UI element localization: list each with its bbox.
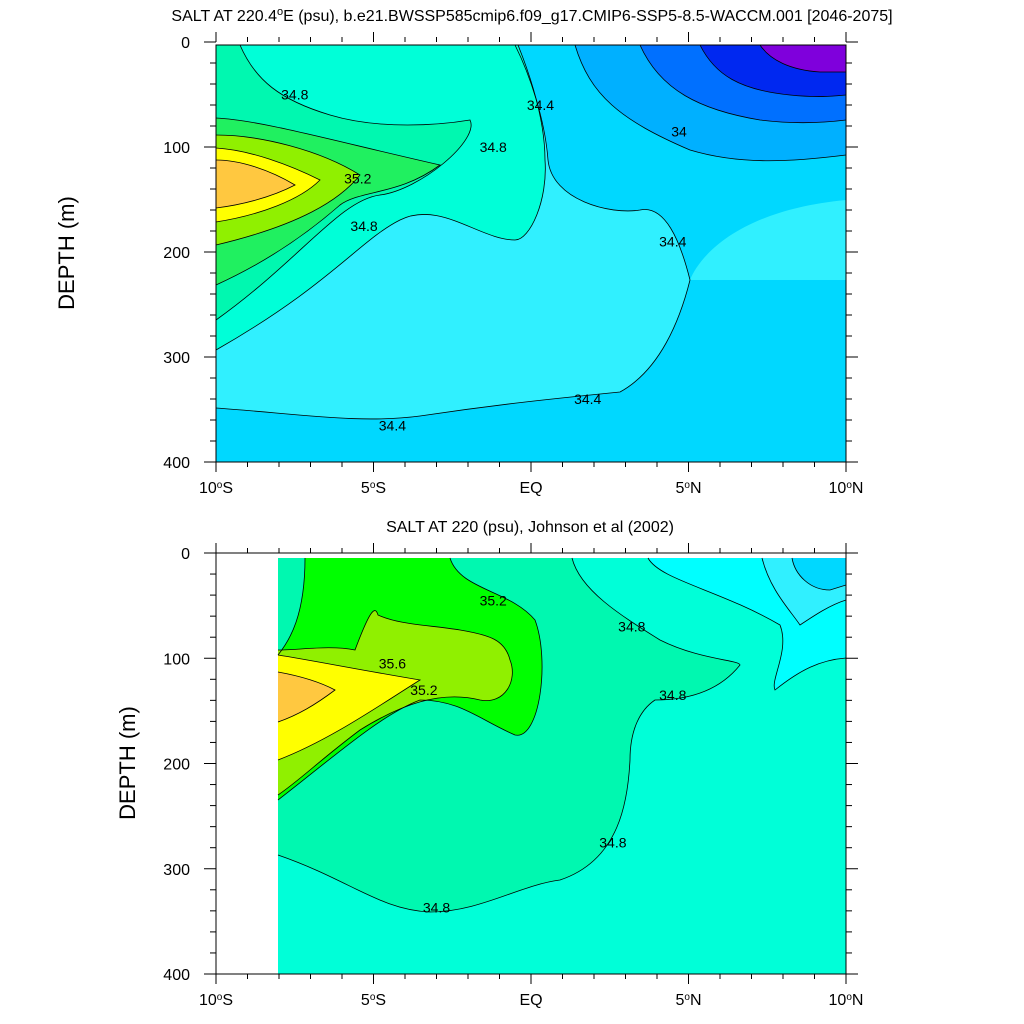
top-contour-label: 34.4 xyxy=(659,234,686,250)
top-contour-line xyxy=(759,44,846,73)
bottom-axes: 10oS 5oS EQ 5oN 10oN 0 100 200 300 400 xyxy=(163,543,863,1009)
top-panel: 34.8 34.8 35.2 34.8 34.4 34 34.4 34.4 34.4 10oS 5… xyxy=(54,6,893,497)
bottom-contour-line xyxy=(647,557,847,691)
bottom-contour-line xyxy=(791,557,847,591)
top-fill-north-33.6 xyxy=(760,45,846,72)
top-fill-35.8 xyxy=(216,160,295,208)
top-x-tick-label: 10oS xyxy=(199,480,233,498)
bottom-contour-label: 34.8 xyxy=(659,687,686,703)
top-contour-line xyxy=(639,44,847,124)
top-title-degree: o xyxy=(277,6,283,18)
top-x-tick-label: 5oN xyxy=(675,480,701,498)
bottom-y-axis-label: DEPTH (m) xyxy=(115,706,140,820)
top-fill-deep-34.4-mask xyxy=(216,280,690,419)
bottom-contour-line xyxy=(277,610,513,796)
bottom-contour-label: 34.8 xyxy=(423,900,450,916)
top-contour-line xyxy=(215,159,296,209)
top-y-axis-label: DEPTH (m) xyxy=(54,196,79,310)
top-fill-deep-34.4 xyxy=(216,280,846,462)
bottom-x-tick-label: EQ xyxy=(519,992,542,1009)
top-contour-label: 34.8 xyxy=(281,87,308,103)
top-axes: 10oS 5oS EQ 5oN 10oN 0 100 200 300 400 xyxy=(163,32,863,497)
top-contour-label: 34.4 xyxy=(574,391,601,407)
top-contour-lines xyxy=(215,44,847,420)
top-contour-line xyxy=(699,44,847,97)
bottom-y-tick-label: 100 xyxy=(163,651,190,668)
top-contour-line xyxy=(215,134,361,246)
bottom-x-tick-label: 10oS xyxy=(199,992,233,1010)
bottom-chart-title: SALT AT 220 (psu), Johnson et al (2002) xyxy=(386,519,674,536)
bottom-fill-35.8 xyxy=(278,672,335,722)
bottom-fill-35.4 xyxy=(278,610,513,795)
bottom-contour-label: 34.8 xyxy=(618,619,645,635)
top-contour-labels: 34.8 34.8 35.2 34.8 34.4 34 34.4 34.4 34.4 xyxy=(281,87,687,434)
bottom-contour-fills xyxy=(278,558,846,974)
bottom-y-tick-label: 200 xyxy=(163,757,190,774)
bottom-contour-label: 35.2 xyxy=(410,682,437,698)
bottom-contour-line xyxy=(761,557,847,626)
bottom-contour-line xyxy=(277,557,543,801)
top-contour-label: 34.4 xyxy=(527,97,554,113)
bottom-y-tick-label: 0 xyxy=(181,546,190,563)
top-contour-label: 34.8 xyxy=(350,218,377,234)
bottom-contour-label: 35.2 xyxy=(480,592,507,608)
bottom-x-tick-label: 10oN xyxy=(829,992,864,1010)
top-x-tick-label: 5oS xyxy=(361,480,386,498)
top-y-tick-label: 300 xyxy=(163,350,190,367)
top-x-tick-label: EQ xyxy=(519,480,542,497)
top-contour-line xyxy=(215,44,472,321)
bottom-contour-lines xyxy=(277,557,847,913)
bottom-x-tick-label: 5oS xyxy=(361,992,386,1010)
top-contour-line xyxy=(215,44,546,351)
top-contour-label: 34.8 xyxy=(480,139,507,155)
top-y-tick-label: 0 xyxy=(181,35,190,52)
top-y-tick-label: 100 xyxy=(163,140,190,157)
top-contour-line xyxy=(215,117,441,286)
top-title-part2: E (psu), b.e21.BWSSP585cmip6.f09_g17.CMI… xyxy=(283,8,892,25)
top-contour-line xyxy=(574,44,847,162)
bottom-x-tick-label: 5oN xyxy=(675,992,701,1010)
top-contour-label: 34.4 xyxy=(379,417,406,433)
bottom-fill-north-34.2 xyxy=(792,558,846,590)
top-chart-title: SALT AT 220.4oE (psu), b.e21.BWSSP585cmi… xyxy=(171,6,892,25)
top-contour-label: 35.2 xyxy=(344,171,371,187)
bottom-panel: 35.234.835.635.2 34.834.834.8 10oS 5oS EQ 5o… xyxy=(115,519,863,1009)
bottom-contour-label: 34.8 xyxy=(599,834,626,850)
top-x-tick-label: 10oN xyxy=(829,480,864,498)
bottom-contour-labels: 35.234.835.635.2 34.834.834.8 xyxy=(379,592,687,915)
top-contour-line xyxy=(514,44,691,281)
bottom-y-tick-label: 300 xyxy=(163,862,190,879)
top-contour-label: 34 xyxy=(671,123,687,139)
bottom-contour-label: 35.6 xyxy=(379,656,406,672)
top-title-part1: SALT AT 220.4 xyxy=(171,8,277,25)
top-contour-line xyxy=(215,147,321,223)
top-y-tick-label: 400 xyxy=(163,455,190,472)
bottom-contour-line xyxy=(277,671,336,723)
bottom-contour-line xyxy=(277,557,741,913)
top-y-tick-label: 200 xyxy=(163,245,190,262)
top-contour-line xyxy=(215,279,691,420)
bottom-contour-line xyxy=(277,654,422,761)
bottom-y-tick-label: 400 xyxy=(163,967,190,984)
